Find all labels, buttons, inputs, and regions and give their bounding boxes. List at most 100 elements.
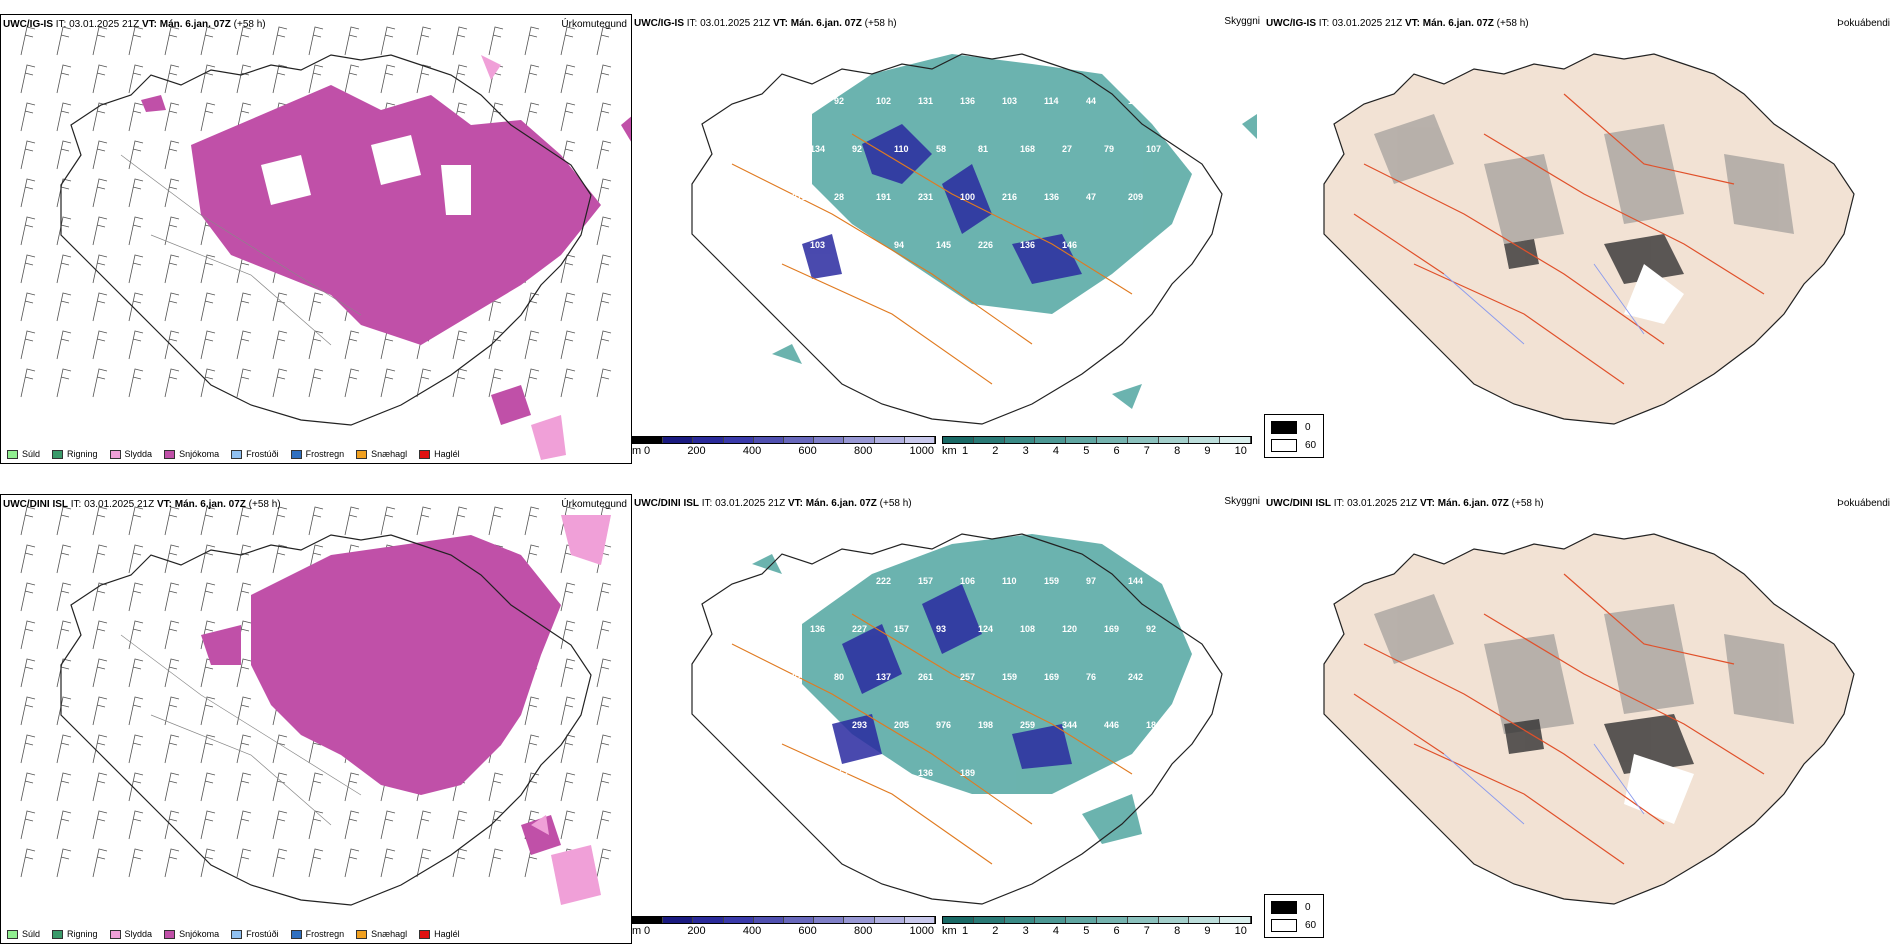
wind-barb — [452, 506, 468, 536]
wind-barb — [56, 810, 72, 840]
wind-barb — [20, 734, 36, 764]
legend-swatch — [7, 929, 18, 939]
wind-barb — [56, 140, 72, 170]
wind-barb — [380, 368, 396, 398]
cloud-map-bottom: 875 37 222 157 106 110 159 97 144 136 227 157 93 124 1… — [691, 533, 1223, 905]
legend-item: Súld — [7, 929, 40, 939]
colorbar-tick: 400 — [742, 445, 762, 457]
wind-barb — [344, 64, 360, 94]
visibility-colorbar-top: km 1 2 3 4 5 6 7 8 9 10 — [942, 436, 1252, 458]
wind-barb — [164, 216, 180, 246]
wind-barb — [128, 734, 144, 764]
wind-barb — [596, 734, 612, 764]
wind-barb — [236, 810, 252, 840]
ceiling-label: 157 — [918, 576, 933, 586]
wind-barb — [164, 582, 180, 612]
ceiling-label: 124 — [978, 624, 993, 634]
wind-barb — [560, 26, 576, 56]
wind-barb — [308, 810, 324, 840]
wind-barb — [92, 26, 108, 56]
ceiling-label: 131 — [918, 96, 933, 106]
ceiling-label: 92 — [1146, 624, 1156, 634]
wind-barb — [164, 292, 180, 322]
wind-barb — [452, 368, 468, 398]
wind-barb — [164, 178, 180, 208]
wind-barb — [200, 26, 216, 56]
wind-barb — [596, 216, 612, 246]
wind-barb — [128, 330, 144, 360]
colorbar-tick: 3 — [1022, 925, 1029, 937]
wind-barb — [236, 26, 252, 56]
ceiling-label: 27 — [1062, 144, 1072, 154]
cloud-panel-top: 76 92 102 131 136 103 114 44 166 134 92 110 58 81 168 2… — [632, 14, 1264, 464]
visibility-swatches — [942, 436, 1252, 444]
wind-barb — [344, 26, 360, 56]
visibility-ticks: 1 2 3 4 5 6 7 8 9 10 — [962, 925, 1247, 937]
lead-time: (+58 h) — [248, 499, 281, 510]
ceiling-label: 100 — [960, 192, 975, 202]
wind-barb — [344, 330, 360, 360]
ceiling-label: 165 — [792, 768, 807, 778]
wind-barb — [560, 810, 576, 840]
legend-item: Haglél — [419, 449, 460, 459]
it-value: 03.01.2025 21Z — [1332, 18, 1403, 29]
wind-barb — [56, 330, 72, 360]
wind-barb — [56, 506, 72, 536]
header-top-precip: UWC/IG-IS IT: 03.01.2025 21Z VT: Mán. 6.… — [3, 19, 266, 30]
ceiling-label: 169 — [1104, 624, 1119, 634]
wind-barb — [272, 64, 288, 94]
wind-barb — [128, 64, 144, 94]
model-name: UWC/DINI ISL — [1266, 498, 1331, 509]
wind-barb — [164, 810, 180, 840]
colorbar-tick: 1000 — [909, 925, 934, 937]
ceiling-label: 157 — [894, 624, 909, 634]
colorbar-segment — [784, 437, 815, 443]
ceiling-label: 58 — [936, 144, 946, 154]
colorbar-segment — [874, 437, 905, 443]
vt-label: VT: — [787, 498, 803, 509]
lead-time: (+58 h) — [1496, 18, 1529, 29]
wind-barb — [416, 810, 432, 840]
legend-label: Frostúði — [246, 929, 279, 939]
ceiling-label: 205 — [894, 720, 909, 730]
header-top-fog: UWC/IG-IS IT: 03.01.2025 21Z VT: Mán. 6.… — [1266, 18, 1529, 29]
it-value: 03.01.2025 21Z — [1347, 498, 1418, 509]
ceiling-label: 92 — [834, 96, 844, 106]
precip-panel-bottom: UWC/DINI ISL IT: 03.01.2025 21Z VT: Mán.… — [0, 494, 632, 944]
header-bottom-fog: UWC/DINI ISL IT: 03.01.2025 21Z VT: Mán.… — [1266, 498, 1544, 509]
ceiling-ticks: 0 200 400 600 800 1000 — [644, 445, 934, 457]
wind-barb — [452, 26, 468, 56]
wind-barb — [236, 102, 252, 132]
colorbar-tick: 8 — [1174, 925, 1181, 937]
wind-barb — [164, 848, 180, 878]
fog-key-high: 0 — [1305, 902, 1311, 913]
wind-barb — [236, 506, 252, 536]
wind-barb — [164, 102, 180, 132]
legend-label: Súld — [22, 929, 41, 939]
wind-barb — [92, 848, 108, 878]
colorbar-tick: 7 — [1143, 925, 1150, 937]
colorbar-segment — [1189, 917, 1221, 923]
wind-barb — [596, 64, 612, 94]
ceiling-label: 191 — [876, 192, 891, 202]
wind-barb — [164, 658, 180, 688]
wind-barb — [452, 64, 468, 94]
colorbar-tick: 0 — [644, 925, 651, 937]
it-label: IT: — [55, 19, 67, 30]
wind-barb — [92, 330, 108, 360]
ceiling-unit: m — [632, 445, 642, 457]
wind-barb — [272, 772, 288, 802]
wind-barb — [56, 658, 72, 688]
fog-key-bottom: 0 60 — [1264, 894, 1324, 938]
precip-map-top — [20, 26, 631, 460]
wind-barb — [164, 696, 180, 726]
cloud-title: Skyggni — [1224, 16, 1260, 27]
legend-label: Snjókoma — [179, 929, 220, 939]
ceiling-label: 136 — [810, 624, 825, 634]
colorbar-tick: 8 — [1174, 445, 1181, 457]
colorbar-segment — [693, 437, 724, 443]
wind-barb — [128, 848, 144, 878]
ceiling-swatches — [632, 916, 936, 924]
wind-barb — [560, 254, 576, 284]
wind-barb — [236, 772, 252, 802]
